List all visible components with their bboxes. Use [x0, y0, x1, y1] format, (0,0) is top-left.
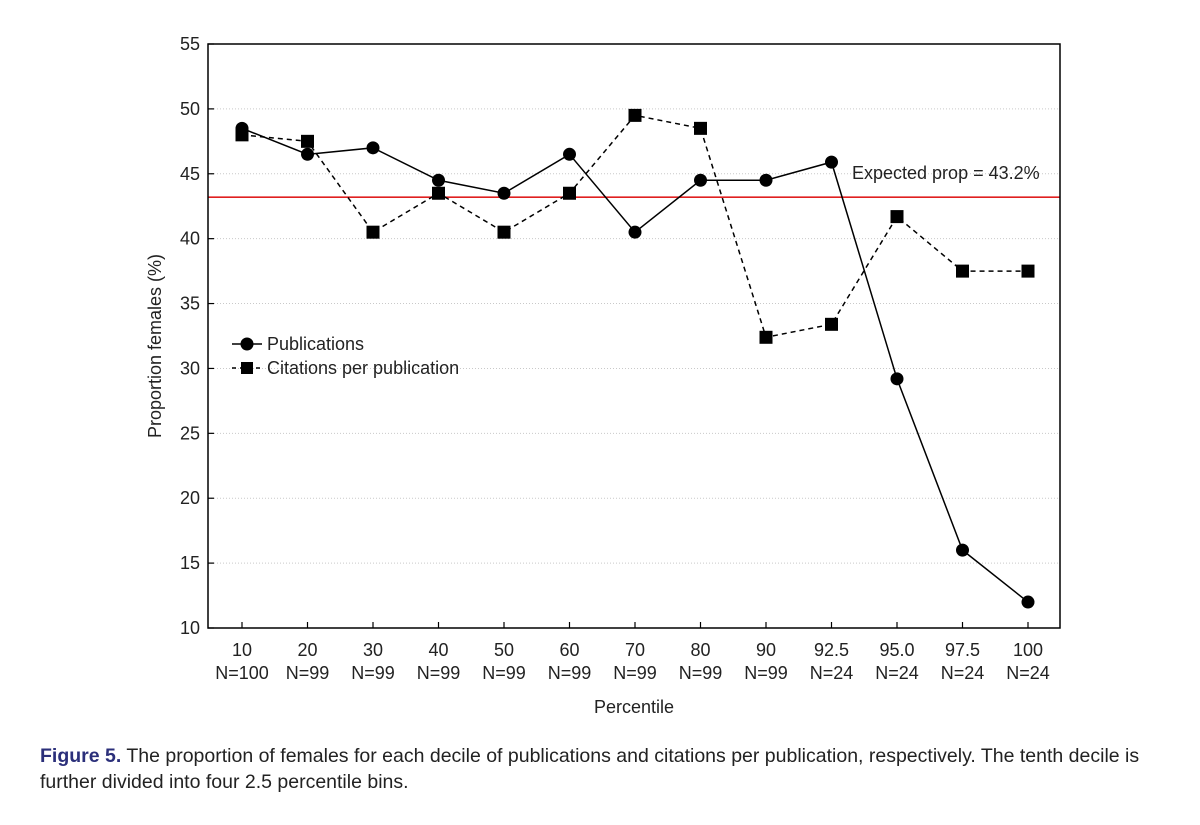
data-point: [497, 225, 511, 239]
data-point: [563, 147, 576, 161]
chart: 10 15 20 25 30 35 40 45 50 55 10 N=100 20 N=99 30 N=99…: [145, 34, 1061, 717]
series-citations: [235, 108, 1035, 344]
x-tick-n-label: N=99: [351, 663, 395, 683]
legend-item-citations: Citations per publication: [232, 358, 459, 378]
x-tick-n-label: N=99: [417, 663, 461, 683]
x-tick-n-label: N=24: [875, 663, 919, 683]
data-point: [366, 141, 380, 155]
x-tick-n-label: N=99: [679, 663, 723, 683]
y-tick-label: 55: [180, 34, 200, 54]
y-axis-label: Proportion females (%): [145, 254, 165, 438]
data-point: [825, 155, 838, 169]
y-axis-ticks: 10 15 20 25 30 35 40 45 50 55: [180, 34, 214, 638]
data-point: [628, 108, 642, 122]
x-tick-n-label: N=99: [613, 663, 657, 683]
data-point: [890, 372, 904, 386]
x-tick-label: 60: [559, 640, 579, 660]
y-tick-label: 10: [180, 618, 200, 638]
x-tick-n-label: N=24: [1006, 663, 1050, 683]
x-tick-label: 10: [232, 640, 252, 660]
data-point: [956, 264, 969, 278]
legend-marker-circle: [240, 337, 254, 351]
x-tick-label: 40: [428, 640, 448, 660]
y-tick-label: 30: [180, 358, 200, 378]
x-tick-label: 97.5: [945, 640, 980, 660]
x-tick-label: 100: [1013, 640, 1043, 660]
y-tick-label: 20: [180, 488, 200, 508]
y-tick-label: 50: [180, 99, 200, 119]
data-point: [759, 330, 773, 344]
x-axis-ticks: 10 N=100 20 N=99 30 N=99 40 N=99 50 N=99 60 N=99 70 N…: [215, 622, 1050, 683]
legend-item-publications: Publications: [232, 334, 364, 354]
data-point: [890, 210, 904, 224]
x-axis-label: Percentile: [594, 697, 674, 717]
x-tick-n-label: N=24: [941, 663, 985, 683]
legend-label-citations: Citations per publication: [267, 358, 459, 378]
x-tick-n-label: N=24: [810, 663, 854, 683]
x-tick-n-label: N=99: [286, 663, 330, 683]
reference-line-label: Expected prop = 43.2%: [852, 163, 1040, 183]
x-tick-label: 30: [363, 640, 383, 660]
x-tick-label: 50: [494, 640, 514, 660]
data-point: [694, 173, 707, 187]
data-point: [301, 147, 314, 161]
y-tick-label: 25: [180, 423, 200, 443]
figure-caption: Figure 5. The proportion of females for …: [40, 743, 1180, 795]
data-point: [628, 225, 642, 239]
x-tick-label: 20: [297, 640, 317, 660]
caption-label: Figure 5.: [40, 745, 122, 767]
legend-label-publications: Publications: [267, 334, 364, 354]
y-tick-label: 35: [180, 294, 200, 314]
data-point: [1021, 264, 1035, 278]
legend: Publications Citations per publication: [232, 334, 459, 378]
data-point: [301, 134, 314, 148]
data-point: [497, 186, 511, 200]
legend-marker-square: [241, 362, 253, 374]
plot-frame: [207, 43, 1061, 629]
x-tick-n-label: N=100: [215, 663, 269, 683]
x-tick-n-label: N=99: [744, 663, 788, 683]
x-tick-label: 70: [625, 640, 645, 660]
data-point: [956, 543, 969, 557]
x-tick-label: 95.0: [879, 640, 914, 660]
x-tick-n-label: N=99: [548, 663, 592, 683]
data-point: [235, 128, 249, 142]
x-tick-n-label: N=99: [482, 663, 526, 683]
y-tick-label: 40: [180, 229, 200, 249]
data-point: [366, 225, 380, 239]
data-point: [759, 173, 773, 187]
y-tick-label: 15: [180, 553, 200, 573]
caption-text: The proportion of females for each decil…: [40, 745, 1140, 793]
data-point: [432, 173, 445, 187]
x-tick-label: 90: [756, 640, 776, 660]
x-tick-label: 92.5: [814, 640, 849, 660]
series-publications: [235, 121, 1035, 609]
data-point: [1021, 595, 1035, 609]
data-point: [825, 317, 838, 331]
data-point: [694, 121, 707, 135]
data-point: [563, 186, 576, 200]
data-point: [432, 186, 445, 200]
x-tick-label: 80: [690, 640, 710, 660]
y-tick-label: 45: [180, 164, 200, 184]
